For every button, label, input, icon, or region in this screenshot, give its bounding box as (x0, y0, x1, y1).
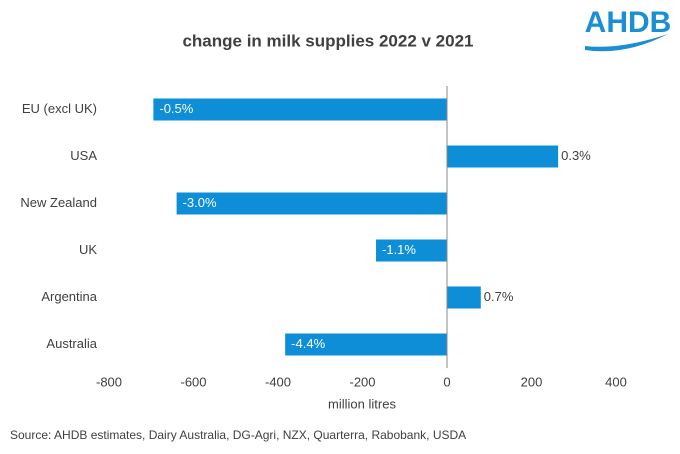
y-tick-label: UK (79, 242, 97, 257)
x-tick-label: 200 (521, 374, 543, 389)
y-tick-label: Australia (46, 336, 97, 351)
x-axis-title: million litres (328, 396, 396, 411)
x-tick-label: 0 (443, 374, 450, 389)
bar (447, 286, 481, 309)
bar (176, 192, 447, 215)
y-tick-label: Argentina (41, 289, 97, 304)
bar-label: -1.1% (382, 242, 416, 257)
logo: AHDB (585, 6, 672, 52)
source-note: Source: AHDB estimates, Dairy Australia,… (10, 428, 466, 442)
bar-label: -0.5% (159, 101, 193, 116)
bar-label: 0.7% (484, 289, 514, 304)
x-tick-label: -400 (265, 374, 291, 389)
y-tick-label: EU (excl UK) (22, 101, 97, 116)
bar-label: -4.4% (291, 336, 325, 351)
y-tick-label: New Zealand (20, 195, 97, 210)
bar (285, 333, 447, 356)
logo-swoosh (585, 34, 668, 52)
bar (153, 98, 448, 121)
logo-text: AHDB (585, 6, 672, 39)
x-tick-label: -200 (349, 374, 375, 389)
x-tick-label: -600 (180, 374, 206, 389)
bar-label: -3.0% (183, 195, 217, 210)
y-tick-label: USA (70, 148, 97, 163)
bar-label: 0.3% (561, 148, 591, 163)
x-tick-label: 400 (605, 374, 627, 389)
x-tick-label: -800 (96, 374, 122, 389)
bar (376, 239, 447, 262)
bar (447, 145, 559, 168)
chart-title: change in milk supplies 2022 v 2021 (182, 31, 473, 50)
